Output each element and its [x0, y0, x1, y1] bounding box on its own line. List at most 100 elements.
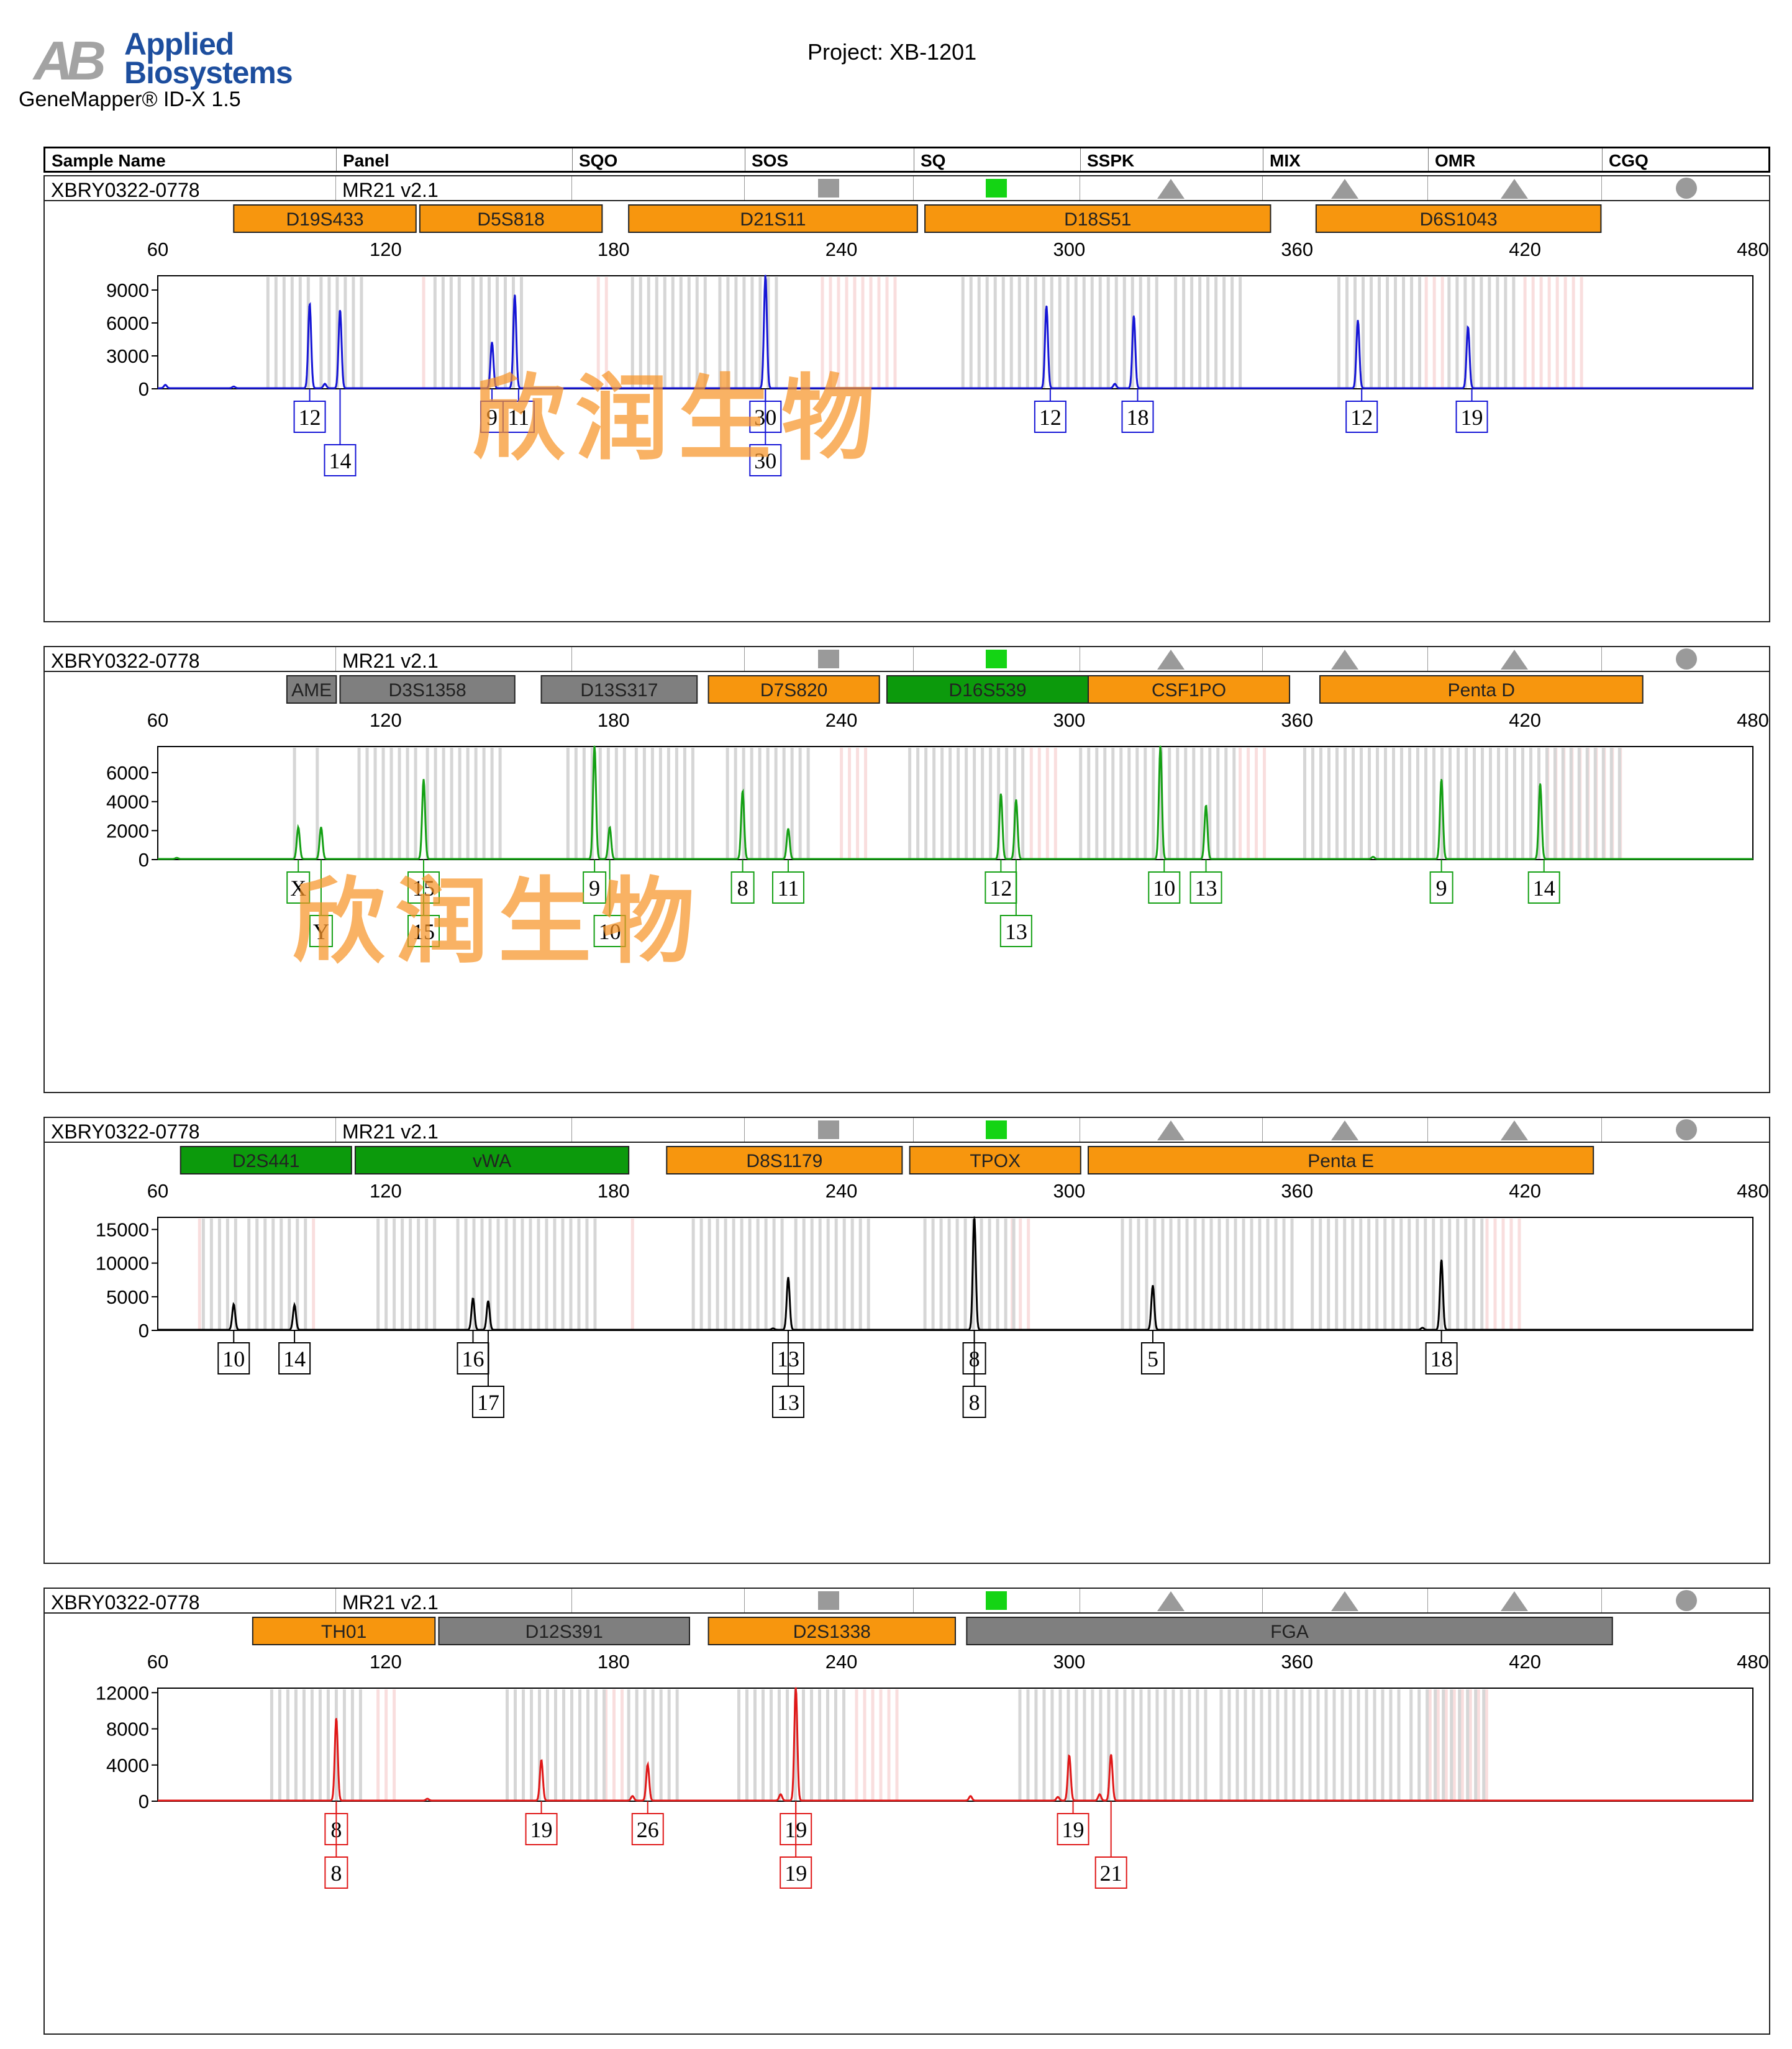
allele-label-box[interactable]: [1094, 1856, 1127, 1889]
locus-marker[interactable]: [540, 675, 698, 704]
locus-marker[interactable]: [286, 675, 337, 704]
allele-label-box[interactable]: [1034, 401, 1067, 433]
allele-label-box[interactable]: [286, 871, 311, 904]
allele-label-box[interactable]: [730, 871, 755, 904]
allele-label-box[interactable]: [771, 1386, 804, 1418]
peak-point[interactable]: [647, 1764, 649, 1766]
locus-marker[interactable]: [666, 1146, 903, 1174]
peak-point[interactable]: [593, 745, 596, 748]
peak-point[interactable]: [540, 1759, 543, 1761]
peak-point[interactable]: [297, 827, 299, 829]
allele-label-box[interactable]: [480, 401, 504, 433]
allele-label-box[interactable]: [1527, 871, 1560, 904]
locus-marker[interactable]: [628, 204, 918, 233]
allele-label-box[interactable]: [407, 915, 440, 947]
allele-label-box[interactable]: [278, 1342, 311, 1374]
allele-label-box[interactable]: [471, 1386, 504, 1418]
peak-point[interactable]: [471, 1297, 474, 1300]
locus-marker[interactable]: [707, 675, 880, 704]
allele-label-box[interactable]: [1057, 1813, 1089, 1845]
peak-point[interactable]: [487, 1300, 489, 1302]
locus-marker[interactable]: [438, 1617, 690, 1645]
peak-point[interactable]: [339, 310, 341, 312]
locus-marker[interactable]: [180, 1146, 352, 1174]
peak-point[interactable]: [1205, 805, 1208, 807]
locus-marker[interactable]: [886, 675, 1089, 704]
allele-label-box[interactable]: [771, 871, 804, 904]
locus-marker[interactable]: [707, 1617, 956, 1645]
locus-marker[interactable]: [252, 1617, 436, 1645]
allele-label-box[interactable]: [502, 401, 535, 433]
allele-label-box[interactable]: [1148, 871, 1181, 904]
peak-point[interactable]: [491, 342, 493, 344]
allele-label-box[interactable]: [985, 871, 1017, 904]
allele-label-box[interactable]: [1345, 401, 1378, 433]
peak-point[interactable]: [787, 1277, 789, 1279]
peak-point[interactable]: [1068, 1755, 1070, 1757]
peak-point[interactable]: [320, 827, 322, 829]
allele-label-box[interactable]: [999, 915, 1032, 947]
sample-row[interactable]: XBRY0322-0778 MR21 v2.1: [45, 1589, 1769, 1614]
peak-point[interactable]: [324, 383, 326, 386]
peak-point[interactable]: [1015, 799, 1017, 801]
peak-point[interactable]: [1045, 305, 1048, 307]
allele-label-box[interactable]: [457, 1342, 489, 1374]
peak-point[interactable]: [1357, 319, 1359, 322]
peak-point[interactable]: [309, 303, 311, 306]
allele-label-box[interactable]: [217, 1342, 250, 1374]
peak-point[interactable]: [794, 1687, 797, 1689]
peak-point[interactable]: [609, 827, 611, 829]
locus-marker[interactable]: [233, 204, 417, 233]
sample-row[interactable]: XBRY0322-0778 MR21 v2.1: [45, 647, 1769, 672]
peak-point[interactable]: [1110, 1754, 1112, 1756]
sample-row[interactable]: XBRY0322-0778 MR21 v2.1: [45, 1118, 1769, 1143]
peak-point[interactable]: [1159, 745, 1162, 748]
peak-point[interactable]: [1539, 783, 1542, 786]
allele-label-box[interactable]: [1429, 871, 1453, 904]
allele-label-box[interactable]: [1189, 871, 1222, 904]
peak-point[interactable]: [764, 275, 766, 277]
peak-point[interactable]: [787, 828, 789, 830]
allele-label-box[interactable]: [1140, 1342, 1165, 1374]
allele-label-box[interactable]: [1121, 401, 1154, 433]
peak-point[interactable]: [1114, 383, 1116, 386]
allele-label-box[interactable]: [780, 1856, 812, 1889]
locus-marker[interactable]: [909, 1146, 1081, 1174]
peak-point[interactable]: [1467, 326, 1469, 329]
allele-label-box[interactable]: [309, 915, 333, 947]
peak-point[interactable]: [335, 1718, 337, 1720]
sample-row[interactable]: XBRY0322-0778 MR21 v2.1: [45, 176, 1769, 201]
allele-label-box[interactable]: [324, 444, 357, 476]
peak-point[interactable]: [973, 1216, 976, 1219]
signal-trace: [158, 276, 1753, 389]
locus-marker[interactable]: [354, 1146, 630, 1174]
allele-label-box[interactable]: [631, 1813, 664, 1845]
allele-label-box[interactable]: [1455, 401, 1488, 433]
allele-label-box[interactable]: [749, 444, 782, 476]
locus-marker[interactable]: [924, 204, 1271, 233]
locus-marker[interactable]: [1315, 204, 1602, 233]
allele-label-box[interactable]: [324, 1856, 348, 1889]
allele-label-box[interactable]: [962, 1386, 986, 1418]
peak-point[interactable]: [293, 1304, 296, 1307]
peak-point[interactable]: [1440, 779, 1443, 781]
locus-marker[interactable]: [1319, 675, 1644, 704]
allele-label-box[interactable]: [1425, 1342, 1458, 1374]
locus-marker[interactable]: [1088, 675, 1291, 704]
locus-marker[interactable]: [966, 1617, 1613, 1645]
locus-marker[interactable]: [339, 675, 516, 704]
allele-label-box[interactable]: [593, 915, 626, 947]
locus-marker[interactable]: [419, 204, 603, 233]
allele-label-box[interactable]: [525, 1813, 558, 1845]
peak-point[interactable]: [1132, 315, 1135, 317]
peak-point[interactable]: [742, 790, 744, 793]
peak-point[interactable]: [1440, 1259, 1443, 1261]
peak-point[interactable]: [999, 793, 1002, 796]
peak-point[interactable]: [232, 1304, 235, 1306]
peak-point[interactable]: [422, 779, 425, 781]
allele-label-box[interactable]: [583, 871, 607, 904]
peak-point[interactable]: [514, 294, 516, 297]
locus-marker[interactable]: [1088, 1146, 1594, 1174]
allele-label-box[interactable]: [293, 401, 326, 433]
peak-point[interactable]: [1152, 1285, 1154, 1287]
